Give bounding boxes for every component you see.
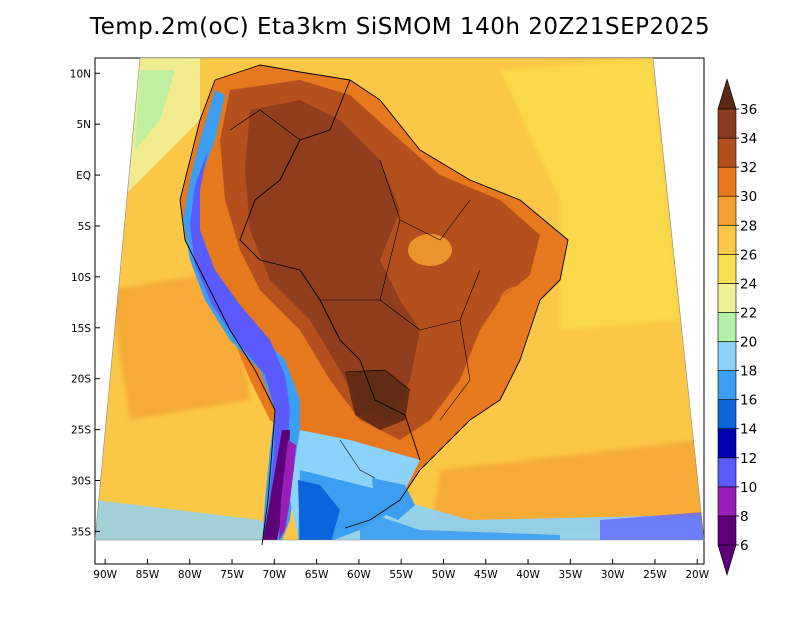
lat-tick-label: 10N	[70, 68, 91, 80]
lon-tick-label: 40W	[516, 569, 540, 581]
colorbar-label: 12	[740, 451, 757, 467]
lon-tick-label: 90W	[93, 569, 117, 581]
colorbar-bin	[717, 341, 737, 371]
colorbar-bin	[717, 312, 737, 342]
country-borders	[179, 64, 569, 546]
lon-tick-label: 75W	[220, 569, 244, 581]
south-atlantic-cold	[360, 510, 560, 540]
andes-purple	[279, 440, 296, 540]
andes-cold-core	[190, 150, 290, 530]
colorbar-bin	[717, 370, 737, 400]
colorbar-bin	[717, 283, 737, 313]
colorbar-bin	[717, 399, 737, 430]
longitude-axis: 90W 85W 80W 75W 70W 65W 60W 55W 50W 45W 40W 35W 30W 2…	[93, 559, 710, 581]
lon-tick-label: 45W	[474, 569, 498, 581]
colorbar-under-triangle	[717, 544, 737, 577]
colorbar-label: 30	[740, 189, 757, 205]
colorbar-bin	[717, 137, 737, 168]
lon-tick-label: 50W	[432, 569, 456, 581]
colorbar-bin	[717, 254, 737, 284]
andes-coldest	[262, 430, 290, 540]
brazil-warm-spot	[408, 234, 452, 266]
interior-borders	[229, 109, 481, 479]
colorbar-label: 10	[740, 480, 757, 496]
lat-tick-label: 15S	[71, 323, 91, 335]
lat-tick-label: 30S	[71, 476, 91, 488]
lat-tick-label: EQ	[76, 170, 91, 182]
colorbar-label: 20	[740, 335, 757, 351]
colorbar-label: 26	[740, 247, 757, 263]
lat-tick-label: 5N	[76, 119, 91, 131]
lat-tick-label: 25S	[71, 425, 91, 437]
lon-tick-label: 80W	[178, 569, 202, 581]
southern-cone-deep	[298, 480, 340, 540]
ocean-green-northwest	[135, 70, 175, 150]
colorbar-bin	[717, 428, 737, 459]
colorbar-label: 14	[740, 422, 757, 438]
colorbar-label: 6	[740, 538, 749, 554]
colorbar-label: 28	[740, 218, 757, 234]
colorbar-label: 16	[740, 393, 757, 409]
colorbar-label: 18	[740, 364, 757, 380]
atlantic-pale-zone	[500, 58, 680, 330]
domain-outline	[94, 57, 705, 541]
colorbar-label: 36	[740, 102, 757, 118]
lat-tick-label: 5S	[78, 221, 92, 233]
colorbar-label: 24	[740, 276, 757, 292]
colorbar-bin	[717, 224, 737, 255]
lat-tick-label: 10S	[71, 272, 91, 284]
colorbar-label: 34	[740, 131, 757, 147]
map-title: Temp.2m(oC) Eta3km SiSMOM 140h 20Z21SEP2…	[89, 14, 711, 40]
brazil-border	[239, 79, 421, 461]
south-atlantic-warm	[430, 440, 704, 540]
continent-hottest	[245, 100, 420, 420]
continent-extreme	[345, 370, 410, 430]
colorbar-label: 32	[740, 160, 757, 176]
lon-tick-label: 20W	[685, 569, 709, 581]
colorbar-label: 8	[740, 509, 749, 525]
lon-tick-label: 60W	[347, 569, 371, 581]
lon-tick-label: 70W	[262, 569, 286, 581]
lon-tick-label: 30W	[601, 569, 625, 581]
colorbar-bin	[717, 457, 737, 488]
colorbar-bin	[717, 166, 737, 197]
lat-tick-label: 35S	[71, 526, 91, 538]
lon-tick-label: 85W	[136, 569, 160, 581]
lon-tick-label: 65W	[305, 569, 329, 581]
colorbar-bin	[717, 515, 737, 546]
colorbar-over-triangle	[717, 77, 737, 110]
southeast-corner-cold	[600, 512, 704, 540]
colorbar-bin	[717, 486, 737, 517]
temperature-field	[95, 58, 704, 540]
lon-tick-label: 35W	[558, 569, 582, 581]
colorbar: 6 8 10 12 14 16 18 20 22 24 26 28 30 32 34 36	[717, 77, 757, 577]
colorbar-bin	[717, 195, 737, 226]
colorbar-bin	[717, 108, 737, 139]
lon-tick-label: 55W	[389, 569, 413, 581]
uruguay-cool	[372, 478, 415, 520]
brazil-east-spot	[500, 286, 540, 314]
lat-tick-label: 20S	[71, 374, 91, 386]
colorbar-label: 22	[740, 305, 757, 321]
latitude-axis: 10N 5N EQ 5S 10S 15S 20S 25S 30S 35S	[70, 68, 100, 538]
lon-tick-label: 25W	[643, 569, 667, 581]
brazil-pale-spot	[456, 152, 484, 168]
south-pacific-cool	[95, 500, 280, 540]
